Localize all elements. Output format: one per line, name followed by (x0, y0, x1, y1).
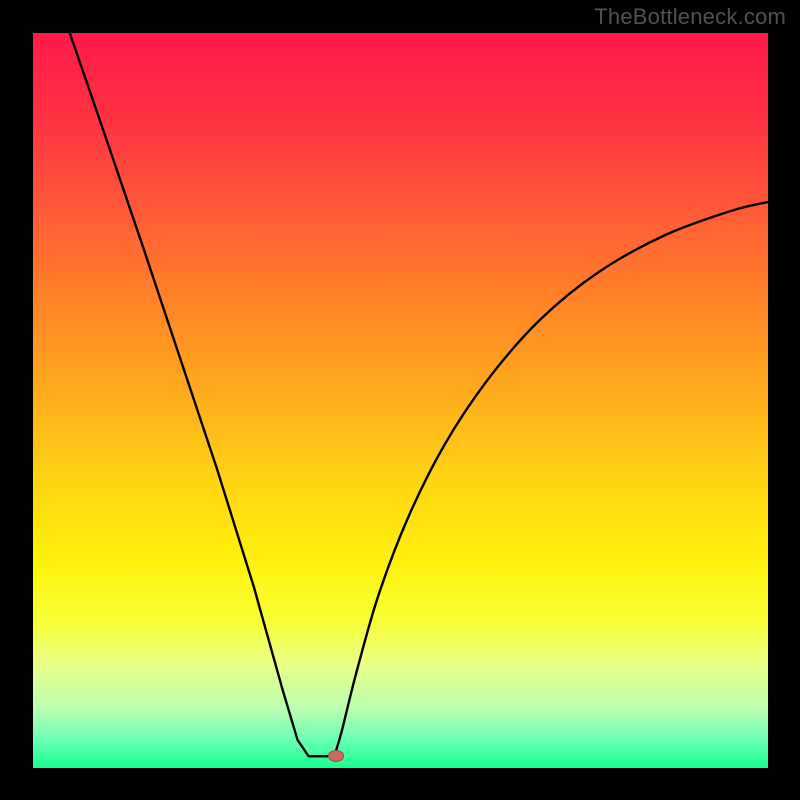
plot-area (33, 33, 768, 768)
gradient-background (33, 33, 768, 768)
watermark-text: TheBottleneck.com (594, 4, 786, 30)
optimal-point-marker (328, 750, 344, 762)
